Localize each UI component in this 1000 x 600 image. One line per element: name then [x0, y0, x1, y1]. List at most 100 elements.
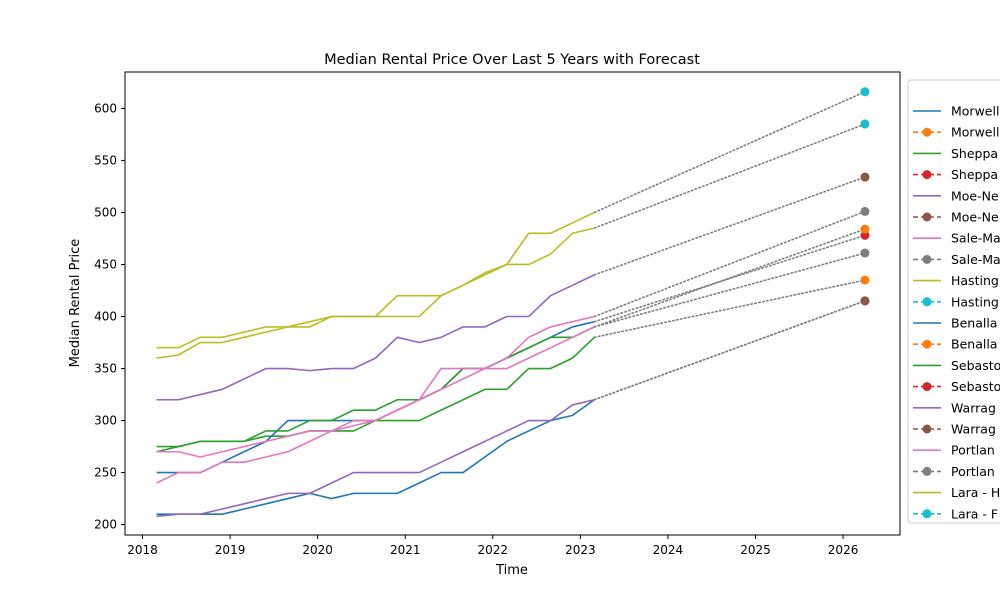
legend-label: Warrag	[951, 422, 996, 437]
legend-item: Sebasto	[913, 358, 1000, 373]
legend-marker-swatch	[922, 382, 932, 392]
y-tick-label: 550	[94, 153, 117, 167]
series-line-10	[156, 227, 595, 349]
legend-item: Morwell	[913, 104, 999, 119]
forecast-point-7	[860, 296, 870, 306]
x-tick-label: 2026	[828, 543, 859, 557]
x-tick-label: 2021	[390, 543, 421, 557]
forecast-line-4	[593, 228, 866, 328]
legend-label: Sheppa	[951, 167, 998, 182]
forecast-point-6	[860, 248, 870, 258]
forecast-line-10	[593, 123, 866, 229]
legend-label: Sebasto	[951, 379, 1000, 394]
y-tick-label: 450	[94, 257, 117, 271]
x-tick-label: 2024	[653, 543, 684, 557]
legend-item: Warrag	[913, 400, 996, 415]
legend: Morwell Morwell Sheppa Sheppa Moe-Ne Moe-Ne Sa…	[907, 79, 1000, 524]
legend-marker-swatch	[922, 339, 932, 349]
y-tick-label: 250	[94, 466, 117, 480]
forecast-line-5	[593, 210, 866, 318]
y-axis: 200 250 300 350 400 450 500 550 600	[94, 101, 125, 532]
x-axis-label: Time	[495, 563, 528, 578]
y-tick-label: 400	[94, 310, 117, 324]
legend-item: Lara - F	[913, 506, 998, 521]
legend-marker-swatch	[922, 170, 932, 180]
legend-label: Benalla	[951, 337, 997, 352]
legend-item: Benalla	[913, 316, 997, 331]
legend-label: Hasting	[951, 273, 999, 288]
legend-item: Sheppa	[913, 167, 998, 182]
forecast-line-9	[593, 90, 866, 214]
plot-area	[124, 71, 901, 536]
legend-label: Morwell	[951, 125, 999, 140]
forecast-line-8	[593, 176, 866, 276]
legend-label: Lara - H	[951, 485, 1000, 500]
forecast-point-8	[860, 172, 870, 182]
forecast-point-10	[860, 119, 870, 129]
y-tick-label: 600	[94, 101, 117, 115]
legend-label: Lara - F	[951, 506, 998, 521]
series-line-4	[156, 326, 595, 453]
legend-label: Sheppa	[951, 146, 998, 161]
legend-item: Sebasto	[913, 379, 1000, 394]
axes-frame	[124, 71, 901, 536]
y-tick-label: 350	[94, 362, 117, 376]
legend-label: Hasting	[951, 294, 999, 309]
forecast-point-3	[860, 230, 870, 240]
x-tick-label: 2019	[215, 543, 246, 557]
forecast-line-6	[593, 252, 866, 328]
series-line-1	[156, 399, 595, 515]
series-line-6	[156, 326, 595, 458]
legend-item: Hasting	[913, 273, 999, 288]
x-tick-label: 2023	[565, 543, 596, 557]
y-axis-label: Median Rental Price	[68, 239, 83, 368]
forecast-point-2	[860, 275, 870, 285]
legend-item: Portlan	[913, 443, 995, 458]
legend-label: Sale-Ma	[951, 231, 1000, 246]
forecast-point-9	[860, 87, 870, 97]
legend-label: Benalla	[951, 316, 997, 331]
legend-marker-swatch	[922, 509, 932, 519]
legend-marker-swatch	[922, 127, 932, 137]
legend-item: Sheppa	[913, 146, 998, 161]
chart-title: Median Rental Price Over Last 5 Years wi…	[324, 52, 700, 68]
x-axis: 2018 2019 2020 2021 2022 2023 2024 2025 2026	[127, 535, 858, 557]
legend-label: Morwell	[951, 104, 999, 119]
y-tick-label: 200	[94, 518, 117, 532]
legend-label: Portlan	[951, 464, 995, 479]
legend-marker-swatch	[922, 212, 932, 222]
forecast-line-7	[593, 300, 866, 401]
forecast-point-5	[860, 206, 870, 216]
legend-marker-swatch	[922, 424, 932, 434]
y-tick-label: 300	[94, 414, 117, 428]
legend-item: Moe-Ne	[913, 210, 999, 225]
x-tick-label: 2018	[127, 543, 158, 557]
legend-item: Portlan	[913, 464, 995, 479]
legend-label: Warrag	[951, 400, 996, 415]
legend-item: Sale-Ma	[913, 252, 1000, 267]
legend-item: Hasting	[913, 294, 999, 309]
legend-marker-swatch	[922, 297, 932, 307]
legend-item: Lara - H	[913, 485, 1000, 500]
x-tick-label: 2025	[740, 543, 771, 557]
forecast-point-4	[860, 224, 870, 234]
x-tick-label: 2022	[478, 543, 509, 557]
legend-label: Moe-Ne	[951, 210, 999, 225]
forecast-line-2	[593, 279, 866, 339]
x-tick-label: 2020	[302, 543, 333, 557]
legend-label: Portlan	[951, 443, 995, 458]
series-line-8	[156, 274, 595, 401]
legend-box	[907, 79, 1000, 524]
legend-item: Benalla	[913, 337, 997, 352]
y-tick-label: 500	[94, 205, 117, 219]
series-line-7	[156, 398, 595, 518]
legend-marker-swatch	[922, 254, 932, 264]
legend-marker-swatch	[922, 466, 932, 476]
legend-item: Moe-Ne	[913, 188, 999, 203]
legend-label: Moe-Ne	[951, 188, 999, 203]
legend-label: Sebasto	[951, 358, 1000, 373]
legend-item: Warrag	[913, 422, 996, 437]
legend-item: Sale-Ma	[913, 231, 1000, 246]
legend-label: Sale-Ma	[951, 252, 1000, 267]
